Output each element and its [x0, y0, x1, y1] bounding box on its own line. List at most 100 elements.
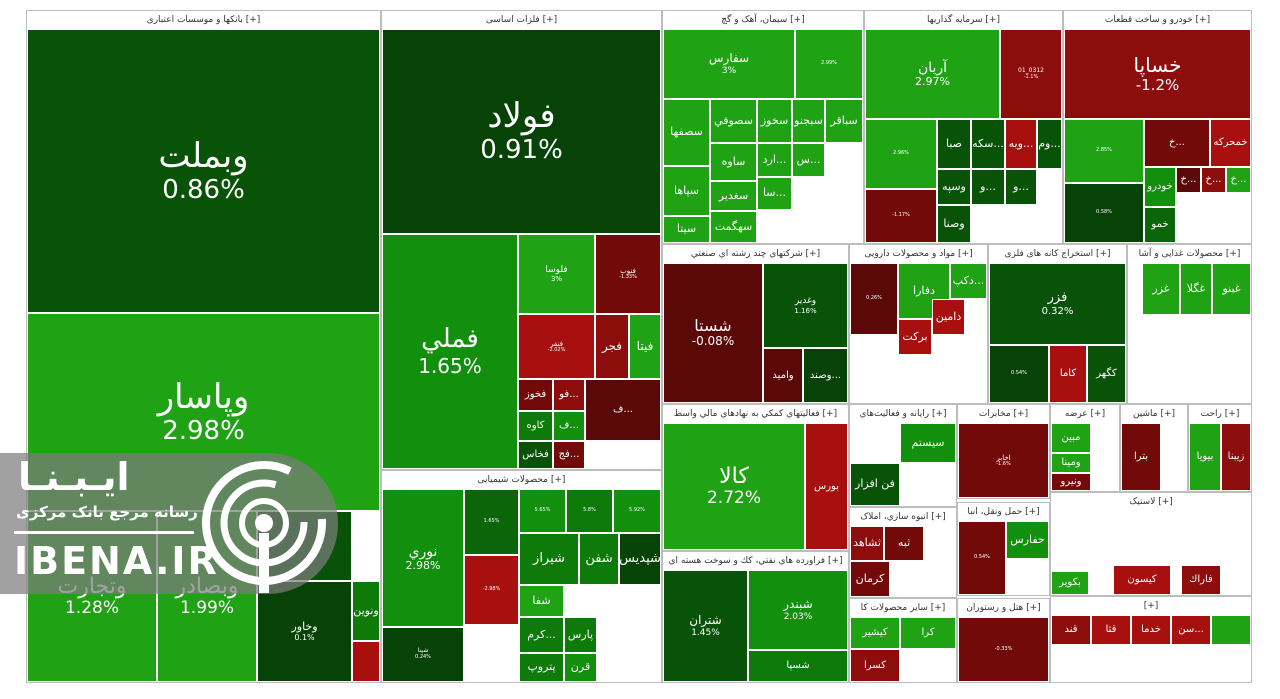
stock-tile[interactable]: 1.65% [464, 489, 519, 555]
stock-tile[interactable]: سن... [1171, 615, 1211, 645]
stock-tile[interactable]: خ... [1226, 167, 1251, 193]
stock-tile[interactable]: شپنا 0.24% [382, 627, 464, 682]
stock-tile[interactable]: 01_0312 -1.1% [1000, 29, 1062, 119]
sector-title[interactable]: فعالیتهاي کمکي به نهادهاي مالي واسط [+] [663, 405, 848, 423]
stock-tile[interactable]: كرا [900, 617, 956, 649]
stock-tile[interactable]: خ... [1201, 167, 1226, 193]
sector-title[interactable]: خودرو و ساخت قطعات [+] [1064, 11, 1251, 29]
stock-tile[interactable]: زيبنا [1221, 423, 1251, 491]
stock-tile[interactable]: قرن [564, 653, 597, 682]
stock-tile[interactable]: و... [1005, 169, 1037, 205]
stock-tile[interactable]: غبنو [1212, 263, 1251, 315]
stock-tile[interactable]: 0.26% [850, 263, 898, 335]
stock-tile[interactable]: شبندر 2.03% [748, 570, 848, 650]
stock-tile[interactable]: سيتا [663, 216, 710, 243]
stock-tile[interactable]: سبجنو [792, 99, 825, 143]
stock-tile[interactable] [352, 641, 380, 682]
sector-title[interactable]: استخراج کانه های فلزی [+] [989, 245, 1126, 263]
stock-tile[interactable]: فجر [595, 314, 629, 379]
stock-tile[interactable]: غگلا [1180, 263, 1212, 315]
stock-tile[interactable]: سصوفي [710, 99, 757, 143]
stock-tile[interactable]: وغدير 1.16% [763, 263, 848, 348]
stock-tile[interactable]: ثشاهد [850, 526, 884, 561]
stock-tile[interactable]: وسپه [937, 169, 971, 205]
stock-tile[interactable]: وصنا [937, 205, 971, 243]
stock-tile[interactable]: 2.96% [865, 119, 937, 189]
stock-tile[interactable]: سپاها [663, 166, 710, 216]
stock-tile[interactable]: فخوز [518, 379, 553, 411]
stock-tile[interactable]: قثا [1091, 615, 1131, 645]
sector-title[interactable]: عرضه [+] [1051, 405, 1119, 423]
stock-tile[interactable]: 5.8% [566, 489, 613, 533]
stock-tile[interactable]: فن افزار [850, 463, 900, 506]
stock-tile[interactable]: آریان 2.97% [865, 29, 1000, 119]
stock-tile[interactable]: حفارس [1006, 521, 1049, 559]
sector-title[interactable]: محصولات غذایی و آشا [+] [1128, 245, 1251, 263]
stock-tile[interactable]: 5.65% [519, 489, 566, 533]
stock-tile[interactable]: شسپا [748, 650, 848, 682]
sector-title[interactable]: حمل ونقل، انبا [+] [958, 503, 1049, 521]
stock-tile[interactable]: نوري 2.98% [382, 489, 464, 627]
stock-tile[interactable]: بركت [898, 319, 932, 355]
stock-tile[interactable]: فولاد 0.91% [382, 29, 661, 234]
stock-tile[interactable]: ونوین [352, 581, 380, 641]
stock-tile[interactable]: فخاس [518, 441, 553, 469]
stock-tile[interactable]: وصند... [803, 348, 848, 403]
stock-tile[interactable]: ارد... [757, 143, 792, 177]
stock-tile[interactable]: وپاسار 2.98% [27, 313, 380, 511]
sector-title[interactable]: هتل و رستوران [+] [958, 599, 1049, 617]
sector-title[interactable]: سیمان، آهک و گچ [+] [663, 11, 863, 29]
stock-tile[interactable]: ف... [585, 379, 661, 441]
stock-tile[interactable]: کالا 2.72% [663, 423, 805, 550]
stock-tile[interactable]: فملي 1.65% [382, 234, 518, 469]
stock-tile[interactable]: -2.98% [464, 555, 519, 625]
stock-tile[interactable]: سخوز [757, 99, 792, 143]
stock-tile[interactable]: فنفر -2.02% [518, 314, 595, 379]
stock-tile[interactable]: خمو [1144, 207, 1176, 243]
stock-tile[interactable]: كگهر [1087, 345, 1126, 403]
stock-tile[interactable]: سيستم [900, 423, 956, 463]
stock-tile[interactable]: خمحركه [1210, 119, 1251, 167]
stock-tile[interactable]: فنوب -1.33% [595, 234, 661, 314]
stock-tile[interactable]: دامين [932, 299, 965, 335]
stock-tile[interactable]: صبا [937, 119, 971, 169]
stock-tile[interactable]: سصفها [663, 99, 710, 166]
stock-tile[interactable]: دكپ... [950, 263, 987, 299]
stock-tile[interactable]: 5.92% [613, 489, 661, 533]
stock-tile[interactable]: و... [971, 169, 1005, 205]
stock-tile[interactable]: خودرو [1144, 167, 1176, 207]
stock-tile[interactable]: فزر 0.32% [989, 263, 1126, 345]
sector-title[interactable]: راحت [+] [1189, 405, 1251, 423]
stock-tile[interactable]: پارس [564, 617, 597, 653]
stock-tile[interactable]: كيسون [1113, 565, 1171, 595]
stock-tile[interactable]: بيويا [1189, 423, 1221, 491]
sector-title[interactable]: بانکها و موسسات اعتباری [+] [27, 11, 380, 29]
stock-tile[interactable]: سا... [757, 177, 792, 210]
stock-tile[interactable]: سباقر [825, 99, 863, 143]
sector-title[interactable]: فلزات اساسی [+] [382, 11, 661, 29]
stock-tile[interactable]: وبملت 0.86% [27, 29, 380, 313]
stock-tile[interactable]: واميد [763, 348, 803, 403]
stock-tile[interactable]: وبصادر 1.99% [157, 511, 257, 682]
sector-title[interactable]: سرمایه گذاریها [+] [865, 11, 1062, 29]
stock-tile[interactable]: پتروپ [519, 653, 564, 682]
stock-tile[interactable] [257, 511, 352, 581]
stock-tile[interactable]: وخاور 0.1% [257, 581, 352, 682]
sector-title[interactable]: شرکتهاي چند رشته اي صنعتي [+] [663, 245, 848, 263]
stock-tile[interactable]: 2.85% [1064, 119, 1144, 183]
stock-tile[interactable]: وم... [1037, 119, 1062, 169]
stock-tile[interactable] [1211, 615, 1251, 645]
stock-tile[interactable]: شفن [579, 533, 619, 585]
stock-tile[interactable]: خ... [1144, 119, 1210, 167]
stock-tile[interactable]: وتجارت 1.28% [27, 511, 157, 682]
stock-tile[interactable]: ومينا [1051, 453, 1091, 473]
stock-tile[interactable]: ف... [553, 411, 585, 441]
stock-tile[interactable]: شستا -0.08% [663, 263, 763, 403]
stock-tile[interactable]: 2.99% [795, 29, 863, 99]
stock-tile[interactable]: -0.33% [958, 617, 1049, 682]
stock-tile[interactable]: فلوسا 3% [518, 234, 595, 314]
stock-tile[interactable]: 0.54% [958, 521, 1006, 595]
stock-tile[interactable]: كيشير [850, 617, 900, 649]
sector-title[interactable]: فراورده هاي نفتي، كك و سوخت هسته اي [+] [663, 552, 848, 570]
stock-tile[interactable]: مبين [1051, 423, 1091, 453]
